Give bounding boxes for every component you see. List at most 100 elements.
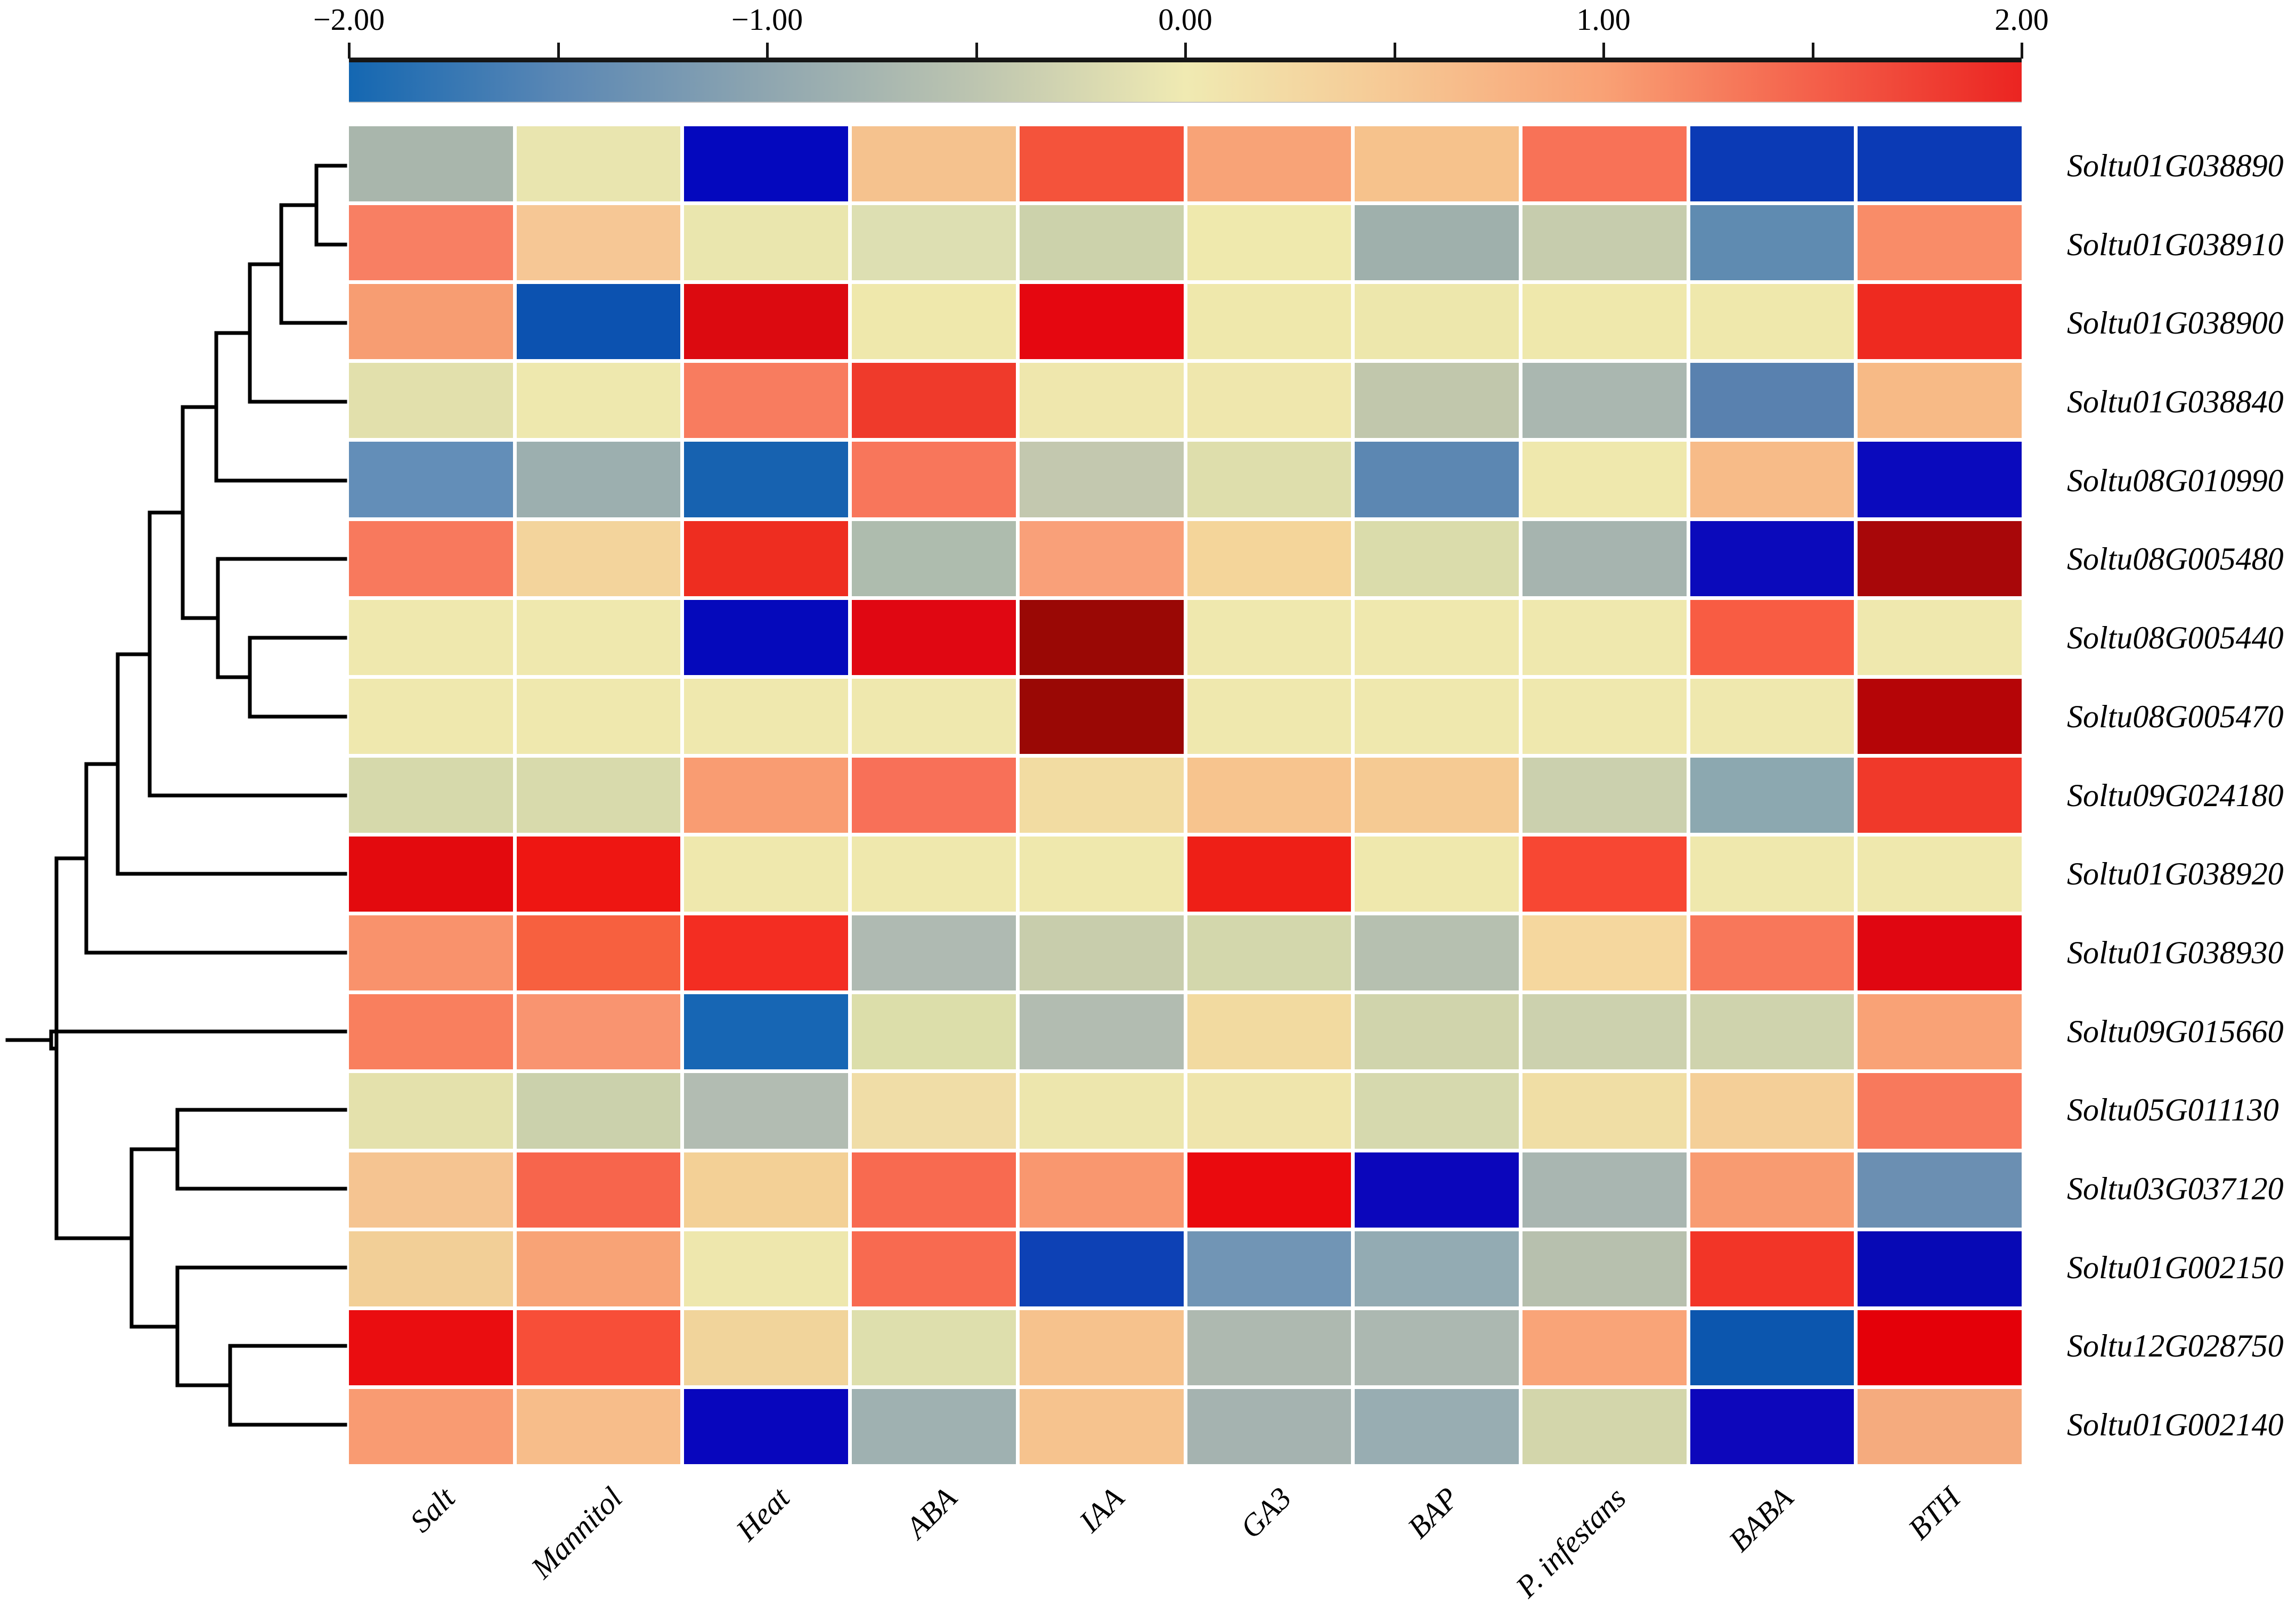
heatmap-cell (516, 1152, 681, 1228)
heatmap-cell (516, 994, 681, 1070)
heatmap-cell (516, 1310, 681, 1385)
heatmap-cell (684, 678, 849, 754)
gene-label: Soltu08G005470 (2067, 699, 2284, 734)
heatmap-cell (852, 757, 1016, 833)
heatmap-cell (516, 599, 681, 675)
heatmap-cell (1187, 1231, 1351, 1306)
heatmap-cell (1187, 678, 1351, 754)
heatmap-cell (1355, 837, 1519, 912)
heatmap-cell (1355, 284, 1519, 360)
heatmap-cell (1355, 757, 1519, 833)
colorbar-label-max: 2.00 (1994, 2, 2049, 37)
heatmap-cell (684, 599, 849, 675)
heatmap-cell (1522, 442, 1687, 517)
heatmap-cell (852, 678, 1016, 754)
heatmap-cell (1690, 1310, 1854, 1385)
heatmap-cell (1690, 757, 1854, 833)
heatmap-cell (852, 126, 1016, 202)
gene-label: Soltu05G011130 (2067, 1092, 2279, 1128)
heatmap-cell (1858, 1152, 2022, 1228)
heatmap-cell (1690, 994, 1854, 1070)
colorbar-tick (557, 43, 560, 59)
heatmap-cell (1858, 915, 2022, 991)
heatmap-cell (1187, 126, 1351, 202)
heatmap-cell (1522, 126, 1687, 202)
heatmap-cell (1690, 442, 1854, 517)
heatmap-cell (684, 837, 849, 912)
heatmap-cell (852, 837, 1016, 912)
heatmap-cell (516, 284, 681, 360)
heatmap-cell (684, 442, 849, 517)
heatmap-cell (1019, 994, 1184, 1070)
gene-label: Soltu01G038900 (2067, 305, 2284, 341)
heatmap-cell (1690, 599, 1854, 675)
heatmap-cell (684, 1388, 849, 1464)
heatmap-cell (1690, 1388, 1854, 1464)
heatmap-cell (1522, 994, 1687, 1070)
heatmap-cell (1690, 284, 1854, 360)
colorbar-tick (2021, 43, 2023, 59)
heatmap-cell (684, 1152, 849, 1228)
heatmap-cell (1019, 757, 1184, 833)
heatmap-cell (1187, 837, 1351, 912)
heatmap-cell (1187, 442, 1351, 517)
heatmap-cell (1187, 1388, 1351, 1464)
heatmap-cell (684, 1310, 849, 1385)
heatmap-cell (516, 1231, 681, 1306)
heatmap-cell (1690, 363, 1854, 438)
heatmap-cell (516, 442, 681, 517)
gene-label: Soltu09G024180 (2067, 777, 2284, 813)
heatmap-cell (349, 757, 513, 833)
heatmap-cell (1690, 126, 1854, 202)
heatmap-cell (516, 1073, 681, 1149)
heatmap-cell (1858, 126, 2022, 202)
heatmap-cell (1187, 1152, 1351, 1228)
heatmap-cell (1019, 284, 1184, 360)
heatmap-cell (1858, 599, 2022, 675)
heatmap-cell (1522, 205, 1687, 281)
heatmap-cell (684, 126, 849, 202)
heatmap-cell (1355, 1073, 1519, 1149)
heatmap-cell (516, 915, 681, 991)
heatmap-cell (1019, 837, 1184, 912)
heatmap-cell (1019, 1231, 1184, 1306)
heatmap-cell (684, 915, 849, 991)
heatmap-cell (1187, 205, 1351, 281)
colorbar-tick (1184, 43, 1187, 59)
heatmap-cell (1019, 1388, 1184, 1464)
heatmap-cell (1355, 363, 1519, 438)
heatmap-cell (1355, 1231, 1519, 1306)
colorbar-tick (1602, 43, 1605, 59)
gene-label: Soltu08G010990 (2067, 462, 2284, 498)
heatmap-cell (1858, 363, 2022, 438)
heatmap-cell (852, 521, 1016, 596)
colorbar-tick (766, 43, 769, 59)
heatmap-cell (1187, 1073, 1351, 1149)
heatmap-cell (1019, 442, 1184, 517)
heatmap-cell (1858, 205, 2022, 281)
heatmap-grid (349, 126, 2022, 1464)
heatmap-cell (349, 205, 513, 281)
heatmap-cell (1019, 521, 1184, 596)
heatmap-cell (1858, 994, 2022, 1070)
heatmap-cell (349, 284, 513, 360)
heatmap-cell (1858, 1231, 2022, 1306)
heatmap-cell (684, 1073, 849, 1149)
heatmap-cell (852, 1231, 1016, 1306)
heatmap-cell (1355, 915, 1519, 991)
heatmap-cell (349, 363, 513, 438)
heatmap-cell (516, 363, 681, 438)
gene-label: Soltu12G028750 (2067, 1328, 2284, 1364)
gene-label: Soltu01G002150 (2067, 1249, 2284, 1285)
heatmap-cell (1690, 521, 1854, 596)
heatmap-cell (1355, 205, 1519, 281)
colorbar-label-pos1: 1.00 (1576, 2, 1631, 37)
heatmap-cell (1355, 1310, 1519, 1385)
heatmap-cell (1019, 678, 1184, 754)
heatmap-cell (1858, 757, 2022, 833)
heatmap-cell (1858, 1073, 2022, 1149)
heatmap-cell (349, 915, 513, 991)
gene-label: Soltu01G002140 (2067, 1407, 2284, 1443)
heatmap-cell (1019, 205, 1184, 281)
